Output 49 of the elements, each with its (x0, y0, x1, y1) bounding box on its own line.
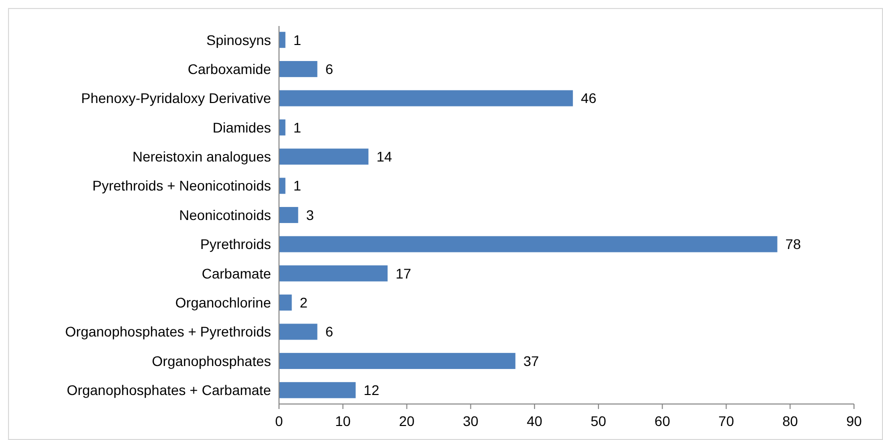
x-tick-label: 10 (335, 413, 351, 429)
y-tick-label: Spinosyns (206, 32, 271, 48)
x-tick-label: 80 (782, 413, 798, 429)
y-tick-label: Neonicotinoids (179, 206, 271, 223)
y-tick-label: Organophosphates + Carbamate (66, 382, 272, 398)
data-label: 17 (396, 265, 412, 282)
x-tick-label: 40 (526, 413, 543, 429)
y-tick-label: Pyrethroids + Neonicotinoids (92, 178, 271, 194)
y-tick-label: Carbamate (202, 265, 272, 282)
y-tick-label: Organochlorine (175, 294, 272, 310)
y-tick-label: Carboxamide (188, 60, 272, 77)
data-label: 1 (293, 32, 302, 48)
data-label: 6 (325, 60, 334, 77)
y-tick-label: Organophosphates + Pyrethroids (65, 324, 271, 340)
data-label: 6 (325, 324, 334, 340)
data-label: 14 (376, 148, 392, 165)
bar (279, 236, 778, 252)
data-label: 37 (523, 352, 540, 369)
x-tick-label: 50 (590, 413, 606, 429)
y-tick-label: Phenoxy-Pyridaloxy Derivative (81, 90, 272, 106)
bar (279, 119, 286, 136)
data-label: 46 (580, 90, 597, 106)
x-tick-label: 0 (275, 413, 284, 429)
data-label: 12 (364, 382, 380, 398)
bar (279, 294, 292, 311)
bar (279, 90, 573, 106)
bar (279, 352, 516, 369)
x-tick-label: 20 (398, 413, 415, 429)
bar (279, 324, 318, 340)
y-tick-label: Organophosphates (152, 352, 271, 369)
x-tick-label: 90 (846, 413, 862, 429)
data-label: 1 (293, 119, 302, 136)
x-tick-label: 70 (718, 413, 734, 429)
data-label: 3 (306, 206, 314, 223)
y-tick-label: Diamides (212, 119, 271, 136)
bar (279, 178, 286, 194)
bar (279, 265, 388, 282)
y-tick-label: Nereistoxin analogues (132, 148, 271, 165)
bar (279, 206, 298, 224)
data-label: 78 (785, 236, 802, 252)
bar (279, 32, 286, 48)
bar (279, 148, 368, 165)
bar (279, 61, 318, 78)
bar (279, 382, 356, 398)
x-tick-label: 60 (654, 413, 670, 429)
y-tick-label: Pyrethroids (200, 236, 271, 252)
data-label: 1 (293, 178, 302, 194)
x-tick-label: 30 (462, 413, 479, 429)
data-label: 2 (300, 294, 308, 310)
